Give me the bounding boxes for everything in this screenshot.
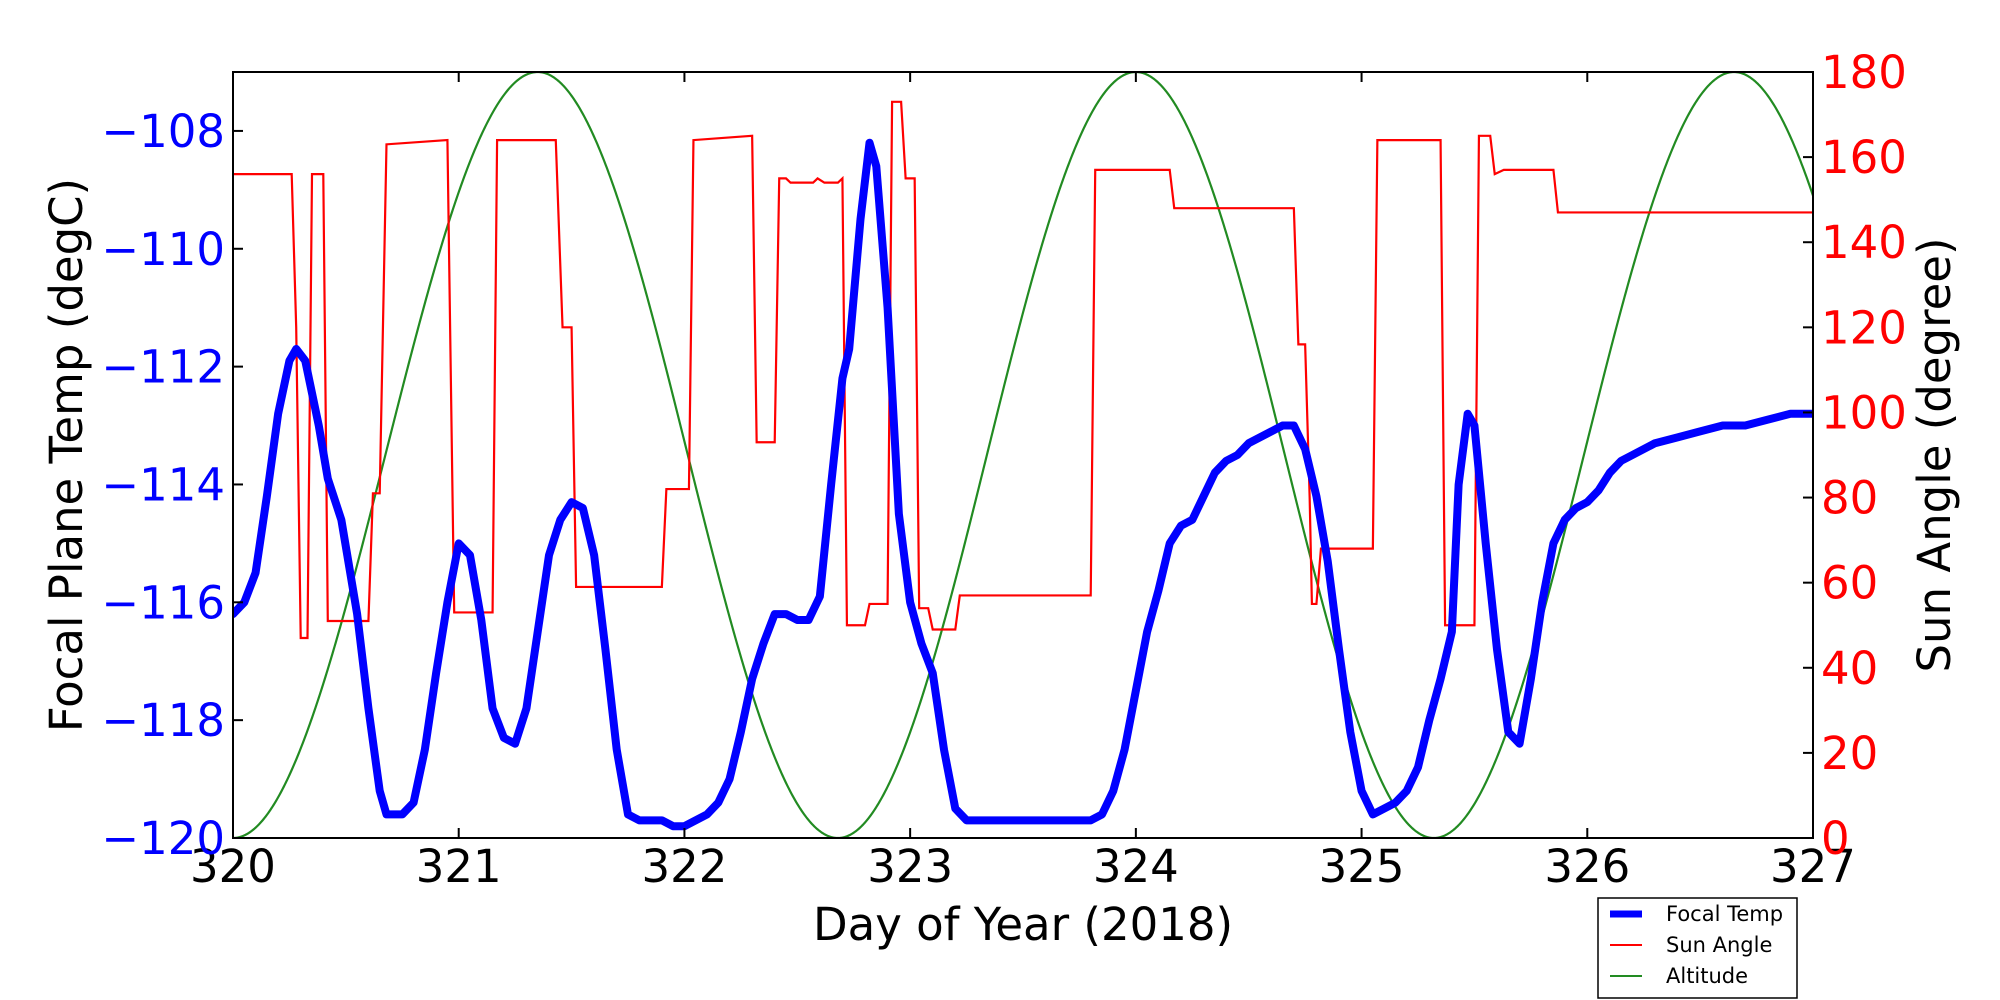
y-right-tick-label: 40: [1821, 642, 1878, 695]
legend-label-altitude: Altitude: [1666, 964, 1748, 988]
y-left-tick-label: −118: [101, 694, 225, 747]
legend: Focal Temp Sun Angle Altitude: [1597, 897, 1798, 999]
y-right-tick-label: 60: [1821, 557, 1878, 610]
y-axis-label-right: Sun Angle (degree): [1908, 237, 1961, 672]
y-right-tick-label: 140: [1821, 216, 1907, 269]
x-tick-label: 326: [1544, 840, 1630, 893]
legend-label-focal-temp: Focal Temp: [1666, 902, 1783, 926]
x-tick-label: 321: [416, 840, 502, 893]
plot-frame: [232, 71, 1814, 839]
y-right-tick-label: 160: [1821, 131, 1907, 184]
y-axis-label-left: Focal Plane Temp (degC): [40, 178, 93, 732]
y-right-tick-labels: 0 20 40 60 80 100 120 140 160 180: [1821, 46, 1907, 865]
y-right-tick-label: 100: [1821, 386, 1907, 439]
y-left-tick-label: −116: [101, 576, 225, 629]
series-layer: [233, 72, 1813, 838]
x-tick-label: 327: [1770, 840, 1856, 893]
x-tick-labels: 320 321 322 323 324 325 326 327: [190, 840, 1856, 893]
x-tick-label: 323: [867, 840, 953, 893]
y-right-tick-label: 20: [1821, 727, 1878, 780]
legend-label-sun-angle: Sun Angle: [1666, 933, 1772, 957]
x-tick-label: 324: [1093, 840, 1179, 893]
series-line-sun-angle: [233, 100, 1813, 640]
x-tick-label: 320: [190, 840, 276, 893]
y-right-tick-label: 80: [1821, 472, 1878, 525]
x-tick-label: 325: [1319, 840, 1405, 893]
y-left-tick-label: −110: [101, 223, 225, 276]
series-line-altitude: [233, 72, 1813, 838]
y-left-tick-labels: −120 −118 −116 −114 −112 −110 −108: [101, 105, 225, 865]
y-left-tick-label: −108: [101, 105, 225, 158]
y-left-tick-label: −114: [101, 458, 225, 511]
y-right-tick-label: 0: [1821, 812, 1850, 865]
tick-layer: [232, 71, 1814, 839]
series-line-focal-temp: [233, 138, 1813, 831]
x-axis-label: Day of Year (2018): [813, 898, 1233, 951]
y-left-tick-label: −120: [101, 812, 225, 865]
y-right-tick-label: 120: [1821, 301, 1907, 354]
y-left-tick-label: −112: [101, 341, 225, 394]
y-right-tick-label: 180: [1821, 46, 1907, 99]
x-tick-label: 322: [641, 840, 727, 893]
plot-background: [233, 72, 1813, 838]
